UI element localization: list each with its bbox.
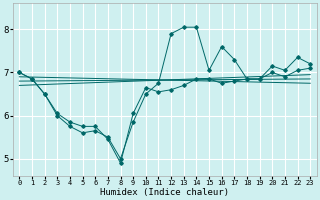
X-axis label: Humidex (Indice chaleur): Humidex (Indice chaleur)	[100, 188, 229, 197]
